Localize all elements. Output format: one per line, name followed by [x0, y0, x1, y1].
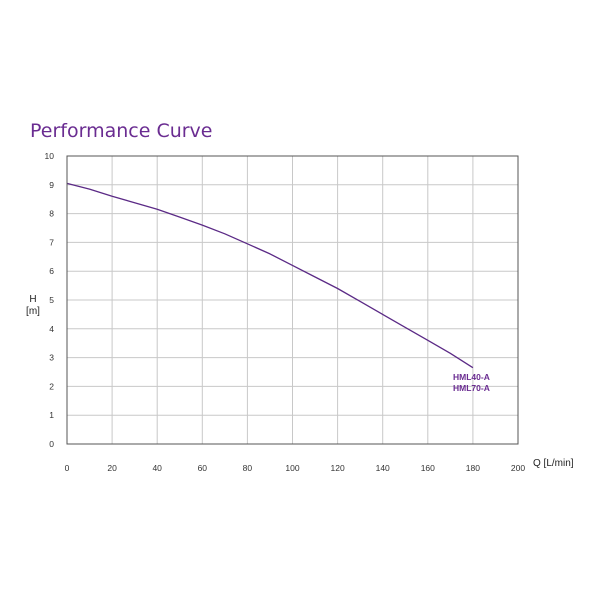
- x-tick-label-200: 200: [511, 463, 525, 473]
- y-tick-label-1: 1: [49, 410, 54, 420]
- grid-lines: [67, 156, 518, 444]
- x-tick-label-120: 120: [331, 463, 345, 473]
- x-tick-label-160: 160: [421, 463, 435, 473]
- performance-curve: [66, 182, 474, 369]
- y-tick-label-10: 10: [45, 151, 55, 161]
- x-tick-label-20: 20: [107, 463, 117, 473]
- plot-frame: [66, 155, 519, 445]
- x-tick-label-80: 80: [243, 463, 253, 473]
- series-label-hml40a: HML40-A: [453, 372, 490, 382]
- y-tick-label-3: 3: [49, 353, 54, 363]
- y-tick-label-0: 0: [49, 439, 54, 449]
- y-axis-label-h: H: [29, 294, 36, 305]
- x-tick-label-180: 180: [466, 463, 480, 473]
- x-axis-label: Q [L/min]: [533, 458, 574, 469]
- x-tick-label-40: 40: [152, 463, 162, 473]
- tick-labels: 0 20 40 60 80 100 120 140 160 180 200 0 1 2 3 4 5 6 7 8 9 10: [45, 151, 526, 473]
- series-label-hml70a: HML70-A: [453, 383, 490, 393]
- y-tick-label-9: 9: [49, 180, 54, 190]
- x-tick-label-60: 60: [198, 463, 208, 473]
- y-tick-label-4: 4: [49, 324, 54, 334]
- x-tick-label-0: 0: [65, 463, 70, 473]
- y-tick-label-2: 2: [49, 381, 54, 391]
- y-tick-label-5: 5: [49, 295, 54, 305]
- chart-title: Performance Curve: [30, 120, 213, 142]
- y-tick-label-7: 7: [49, 237, 54, 247]
- y-axis-label-unit: [m]: [26, 306, 40, 317]
- y-tick-label-6: 6: [49, 266, 54, 276]
- series-line-0: [66, 182, 474, 369]
- x-tick-label-100: 100: [285, 463, 299, 473]
- y-tick-label-8: 8: [49, 209, 54, 219]
- x-tick-label-140: 140: [376, 463, 390, 473]
